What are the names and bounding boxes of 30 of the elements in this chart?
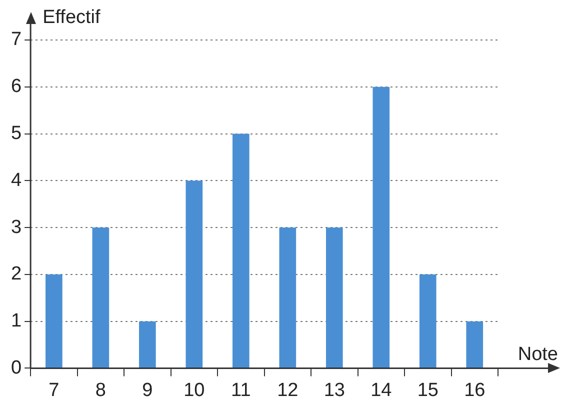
bar	[326, 228, 343, 368]
bar	[419, 274, 436, 368]
x-tick-label: 15	[417, 380, 438, 401]
y-tick-label: 5	[10, 123, 22, 144]
x-tick-label: 9	[142, 380, 153, 401]
y-axis-title: Effectif	[42, 7, 102, 28]
y-tick-label: 2	[10, 264, 22, 285]
x-tick-label: 12	[277, 380, 298, 401]
bar	[232, 134, 250, 368]
bar	[372, 86, 390, 368]
bar	[92, 228, 110, 368]
x-tick-label: 10	[184, 380, 205, 401]
bar	[46, 274, 62, 368]
y-tick-label: 6	[10, 76, 22, 98]
bar	[279, 228, 296, 368]
y-tick-label: 1	[10, 310, 22, 332]
x-axis-title: Note	[518, 344, 558, 365]
bar	[466, 321, 484, 368]
y-tick-label: 3	[10, 216, 22, 238]
x-tick-label: 13	[324, 380, 345, 401]
x-tick-label: 8	[95, 380, 106, 401]
x-tick-label: 11	[231, 380, 251, 401]
x-tick-label: 7	[48, 380, 60, 401]
bar	[186, 180, 203, 368]
x-tick-label: 14	[370, 380, 392, 401]
y-tick-label: 0	[10, 357, 22, 378]
x-tick-label: 16	[464, 380, 486, 401]
bar	[139, 321, 156, 368]
y-tick-label: 4	[10, 170, 22, 191]
y-tick-label: 7	[10, 29, 22, 50]
